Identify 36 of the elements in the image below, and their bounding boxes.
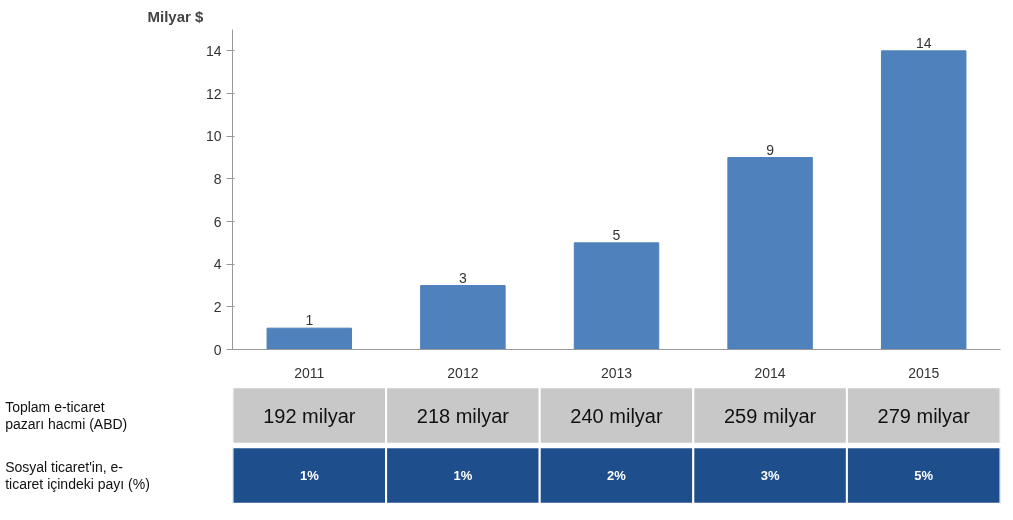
y-tick-label: 8 bbox=[213, 170, 222, 187]
x-tick-label: 2014 bbox=[754, 364, 786, 381]
text: 240 milyar bbox=[570, 404, 663, 427]
bar bbox=[573, 242, 660, 350]
text: 192 milyar bbox=[263, 404, 356, 427]
x-tick-label: 2012 bbox=[447, 364, 479, 381]
x-tick-label: 2013 bbox=[600, 364, 633, 381]
bar bbox=[420, 285, 506, 350]
text: Toplam e-ticaret pazarı hacmi (ABD) bbox=[5, 398, 128, 433]
x-tick-label: 2011 bbox=[294, 364, 325, 381]
y-tick-label: 2 bbox=[213, 298, 222, 315]
y-tick-label: 4 bbox=[213, 256, 222, 273]
y-tick-label: 10 bbox=[205, 128, 222, 145]
bar bbox=[727, 157, 813, 350]
x-tick-label: 2015 bbox=[908, 364, 940, 381]
text: 279 milyar bbox=[877, 404, 971, 427]
y-axis-title: Milyar $ bbox=[147, 7, 205, 25]
bar bbox=[266, 327, 353, 350]
y-tick-label: 14 bbox=[205, 42, 222, 59]
y-tick-label: 0 bbox=[213, 341, 222, 358]
text: 5% bbox=[914, 468, 934, 483]
data-label: 5 bbox=[612, 226, 621, 243]
data-label: 14 bbox=[915, 34, 932, 51]
text: 2% bbox=[607, 468, 627, 483]
data-label: 3 bbox=[459, 269, 468, 286]
data-label: 1 bbox=[305, 312, 314, 329]
text: 1% bbox=[453, 468, 473, 483]
y-tick-label: 6 bbox=[213, 213, 222, 230]
bar bbox=[880, 50, 967, 350]
text: 259 milyar bbox=[723, 404, 817, 427]
data-label: 9 bbox=[766, 141, 775, 158]
text: 1% bbox=[299, 468, 320, 483]
y-tick-label: 12 bbox=[205, 85, 222, 102]
text: 218 milyar bbox=[416, 404, 510, 427]
text: 3% bbox=[760, 468, 780, 483]
text: Sosyal ticaret'in, e- ticaret içindeki payı (%) bbox=[5, 458, 150, 493]
